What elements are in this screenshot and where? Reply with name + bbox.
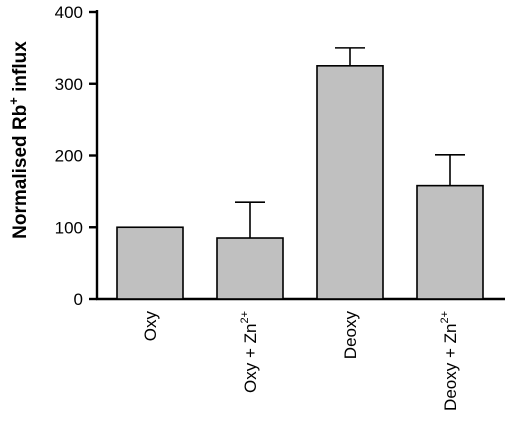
label-text: Deoxy [341, 311, 360, 360]
y-tick-label: 200 [55, 147, 83, 166]
y-axis-title-group: Normalised Rb+ influx [6, 41, 31, 239]
y-axis-title: Normalised Rb+ influx [6, 41, 31, 239]
x-tick-label: Oxy [141, 311, 160, 342]
x-tick-label: Oxy + Zn2+ [239, 311, 260, 393]
superscript-text: + [6, 97, 21, 105]
y-tick-label: 0 [74, 290, 83, 309]
label-text: Oxy [141, 311, 160, 342]
bar [116, 226, 184, 300]
x-tick-label: Deoxy + Zn2+ [439, 311, 460, 411]
label-text: Deoxy + Zn [441, 324, 460, 411]
error-bars [235, 47, 465, 239]
y-tick-label: 400 [55, 3, 83, 22]
x-tick-label: Deoxy [341, 311, 360, 360]
label-text: Normalised Rb [10, 105, 31, 239]
x-tick-labels: Oxy Oxy + Zn2+ Deoxy Deoxy + Zn2+ [141, 311, 460, 411]
label-text: influx [10, 41, 31, 97]
y-tick-label: 100 [55, 218, 83, 237]
label-text: Oxy + Zn [241, 324, 260, 393]
bars [116, 65, 484, 300]
superscript-text: 2+ [239, 311, 251, 324]
superscript-text: 2+ [439, 311, 451, 324]
bar [216, 237, 284, 300]
bar [416, 184, 484, 300]
y-tick-label: 300 [55, 75, 83, 94]
bar [316, 65, 384, 300]
